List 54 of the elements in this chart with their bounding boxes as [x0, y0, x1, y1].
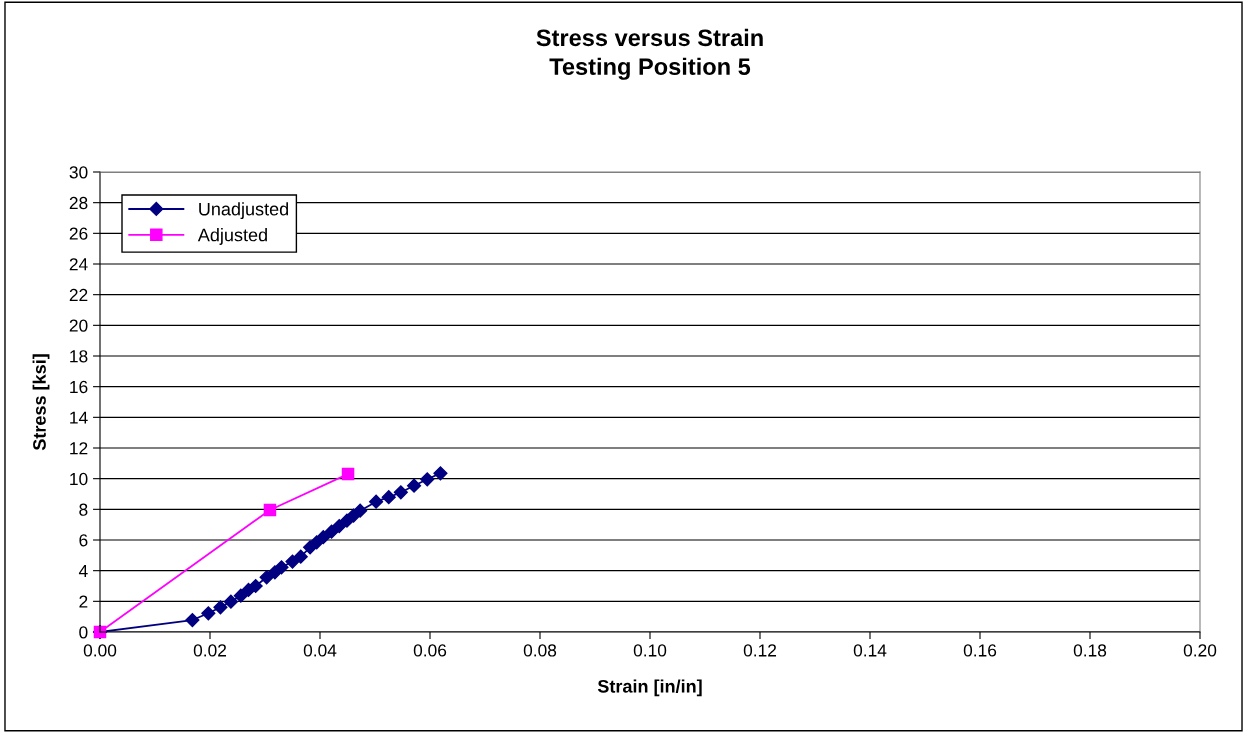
- x-tick-label: 0.20: [1183, 644, 1217, 657]
- point: [381, 490, 396, 505]
- y-tick-label: 24: [69, 258, 88, 271]
- x-tick-label: 0.14: [853, 644, 887, 657]
- x-tick-label: 0.06: [413, 644, 447, 657]
- y-tick-label: 22: [69, 288, 88, 301]
- point: [285, 554, 300, 569]
- x-tick-label: 0.18: [1073, 644, 1107, 657]
- point: [274, 560, 289, 575]
- point: [406, 478, 422, 493]
- x-tick-label: 0.12: [743, 644, 777, 657]
- y-tick-label: 26: [69, 227, 88, 240]
- point: [293, 549, 308, 564]
- y-tick-label: 18: [70, 350, 88, 363]
- point: [420, 472, 435, 487]
- x-axis-title: Strain [in/in]: [597, 679, 702, 697]
- y-tick-label: 16: [70, 380, 88, 394]
- point: [433, 466, 448, 481]
- y-tick-label: 14: [70, 411, 88, 424]
- legend-label: Adjusted: [197, 228, 267, 245]
- y-tick-label: 8: [79, 503, 88, 516]
- x-tick-label: 0.10: [633, 644, 667, 657]
- x-tick-label: 0.02: [193, 644, 227, 657]
- x-tick-label: 0.08: [523, 644, 557, 657]
- y-tick-label: 2: [79, 595, 88, 608]
- point: [353, 503, 368, 518]
- chart-title: Stress versus Strain Testing Position 5: [536, 28, 763, 80]
- x-tick-label: 0.16: [963, 644, 997, 657]
- y-tick-label: 4: [78, 565, 88, 577]
- point: [369, 494, 384, 509]
- point: [341, 467, 355, 481]
- legend-label: Unadjusted: [199, 202, 289, 220]
- point: [259, 570, 274, 585]
- y-tick-label: 10: [70, 472, 88, 486]
- point: [201, 606, 216, 621]
- y-tick-label: 28: [69, 196, 88, 210]
- point: [223, 594, 238, 609]
- point: [263, 503, 277, 517]
- point: [185, 612, 200, 628]
- point: [248, 578, 263, 594]
- x-tick-label: 0.00: [83, 644, 117, 657]
- x-tick-label: 0.04: [303, 644, 337, 657]
- point: [324, 524, 339, 539]
- y-tick-label: 6: [79, 534, 88, 547]
- y-tick-label: 30: [69, 166, 88, 179]
- point: [332, 518, 347, 534]
- point: [393, 485, 408, 500]
- y-axis-title: Stress [ksi]: [32, 354, 50, 451]
- point: [316, 530, 331, 545]
- y-tick-label: 20: [69, 319, 88, 332]
- y-tick-label: 0: [79, 626, 88, 639]
- point: [213, 600, 228, 615]
- point: [233, 588, 248, 603]
- y-tick-label: 12: [70, 442, 88, 455]
